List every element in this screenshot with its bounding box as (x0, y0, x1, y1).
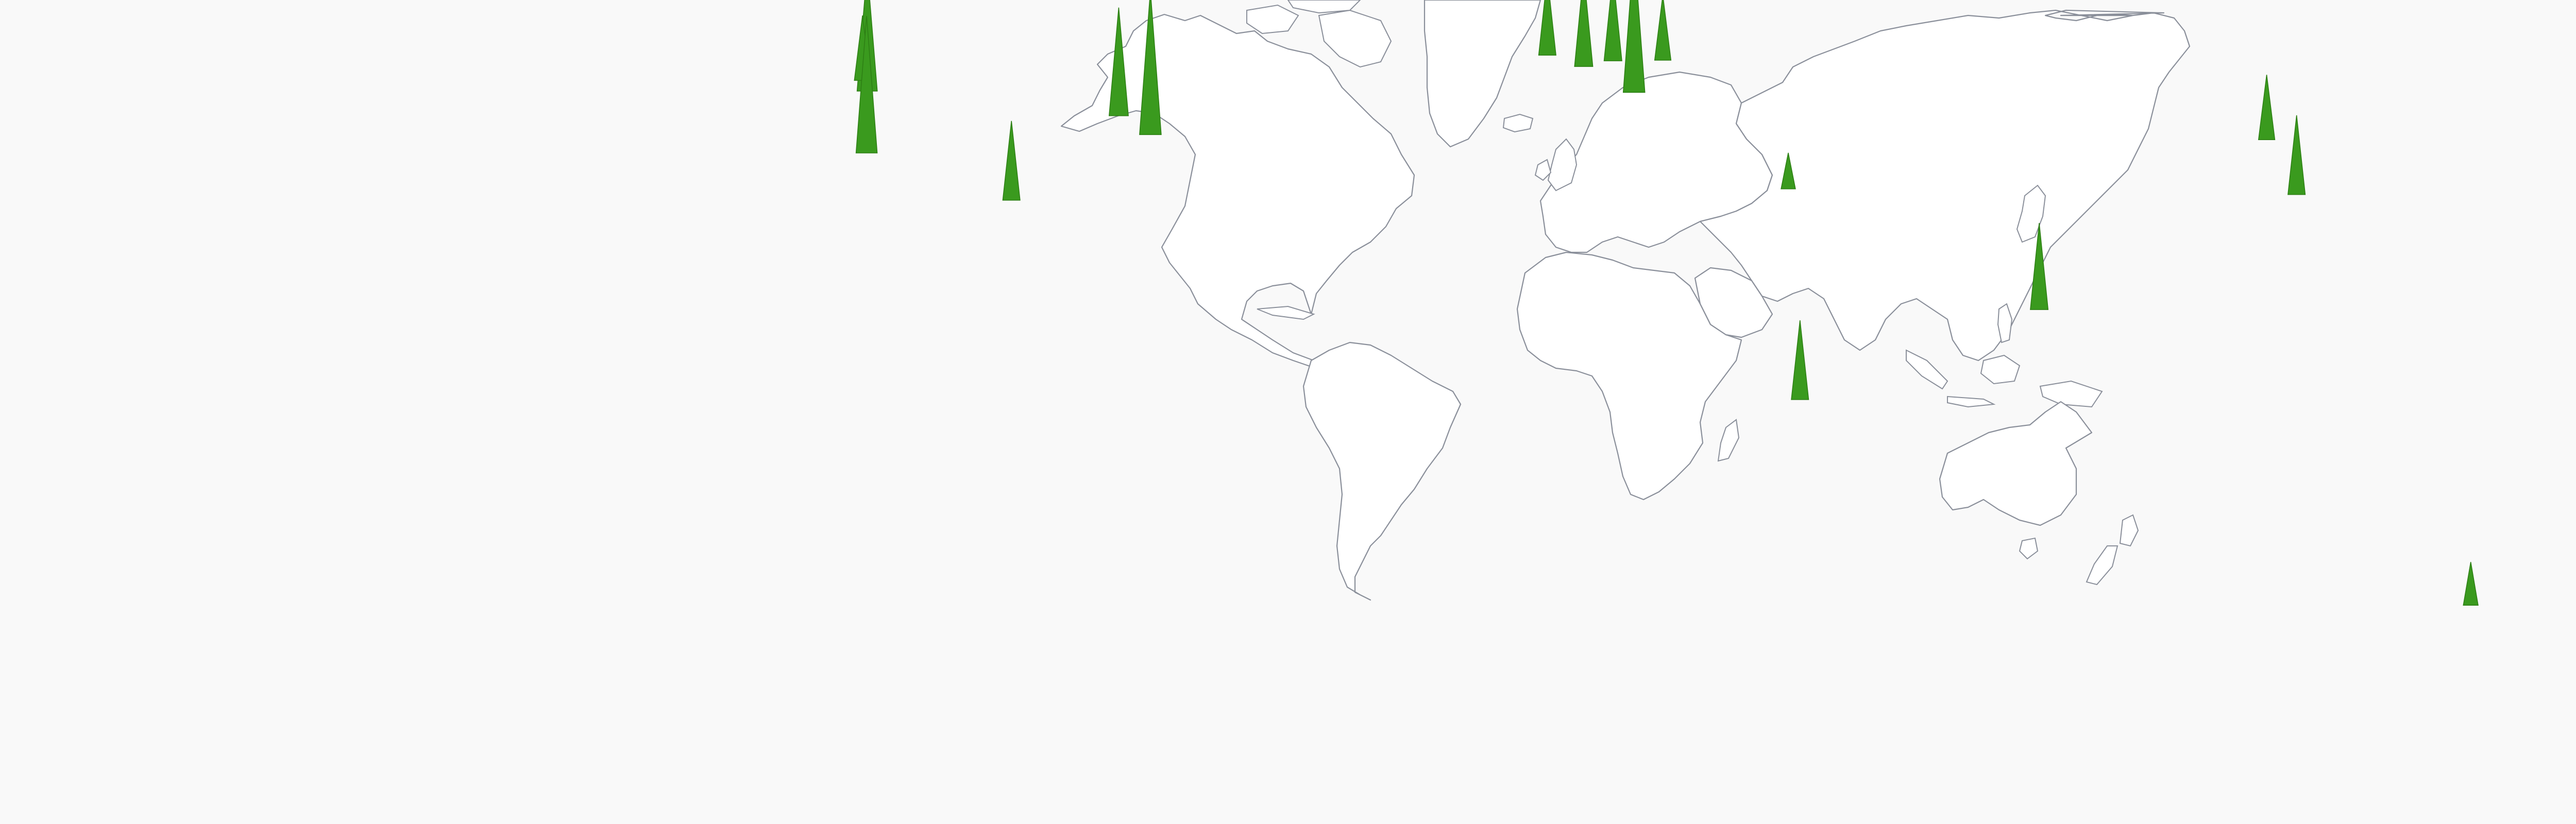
spike-marker-beijing (2258, 75, 2276, 140)
spike-marker-austin (1002, 121, 1021, 201)
spike-marker-berlin (1654, 0, 1672, 61)
spike-marker-san-francisco (855, 15, 878, 153)
island-new-zealand-south (2086, 545, 2119, 586)
landmass-south-america (1302, 341, 1462, 601)
spike-marker-dublin (1538, 0, 1556, 56)
spike-marker-tel-aviv (1781, 152, 1796, 190)
island-victoria (1246, 4, 1299, 35)
spike-marker-shanghai (2287, 115, 2306, 195)
spike-marker-toronto (1108, 7, 1129, 116)
spike-marker-bangalore (2030, 223, 2049, 310)
landmass-arabia (1694, 267, 1773, 338)
island-new-zealand-north (2119, 514, 2139, 547)
island-borneo (1980, 354, 2021, 385)
island-tasmania (2019, 537, 2039, 560)
island-ireland (1534, 159, 1552, 181)
landmass-iceland (1502, 113, 1534, 133)
island-great-britain (1547, 138, 1578, 192)
landmass-asia (1699, 9, 2191, 362)
spike-marker-zurich (1622, 0, 1646, 93)
island-new-guinea (2039, 380, 2103, 408)
island-madagascar (1717, 419, 1740, 462)
island-japan (2016, 184, 2046, 243)
spike-marker-amsterdam (1603, 0, 1622, 61)
island-ellesmere (1287, 0, 1361, 14)
spike-layer (854, 0, 2479, 606)
spike-marker-london (1574, 0, 1594, 67)
island-baffin (1318, 9, 1392, 68)
island-cuba (1257, 305, 1315, 320)
island-sumatra (1906, 349, 1948, 390)
landmass-africa (1516, 251, 1742, 501)
landmass-greenland (1423, 0, 1541, 148)
spike-marker-sydney (2463, 562, 2479, 606)
spike-marker-new-york (1139, 0, 1162, 135)
land-layer (1060, 0, 2191, 601)
landmass-australia (1939, 401, 2093, 526)
spike-marker-nairobi (1791, 320, 1809, 400)
island-philippines (1997, 303, 2013, 344)
island-java (1947, 396, 1996, 408)
